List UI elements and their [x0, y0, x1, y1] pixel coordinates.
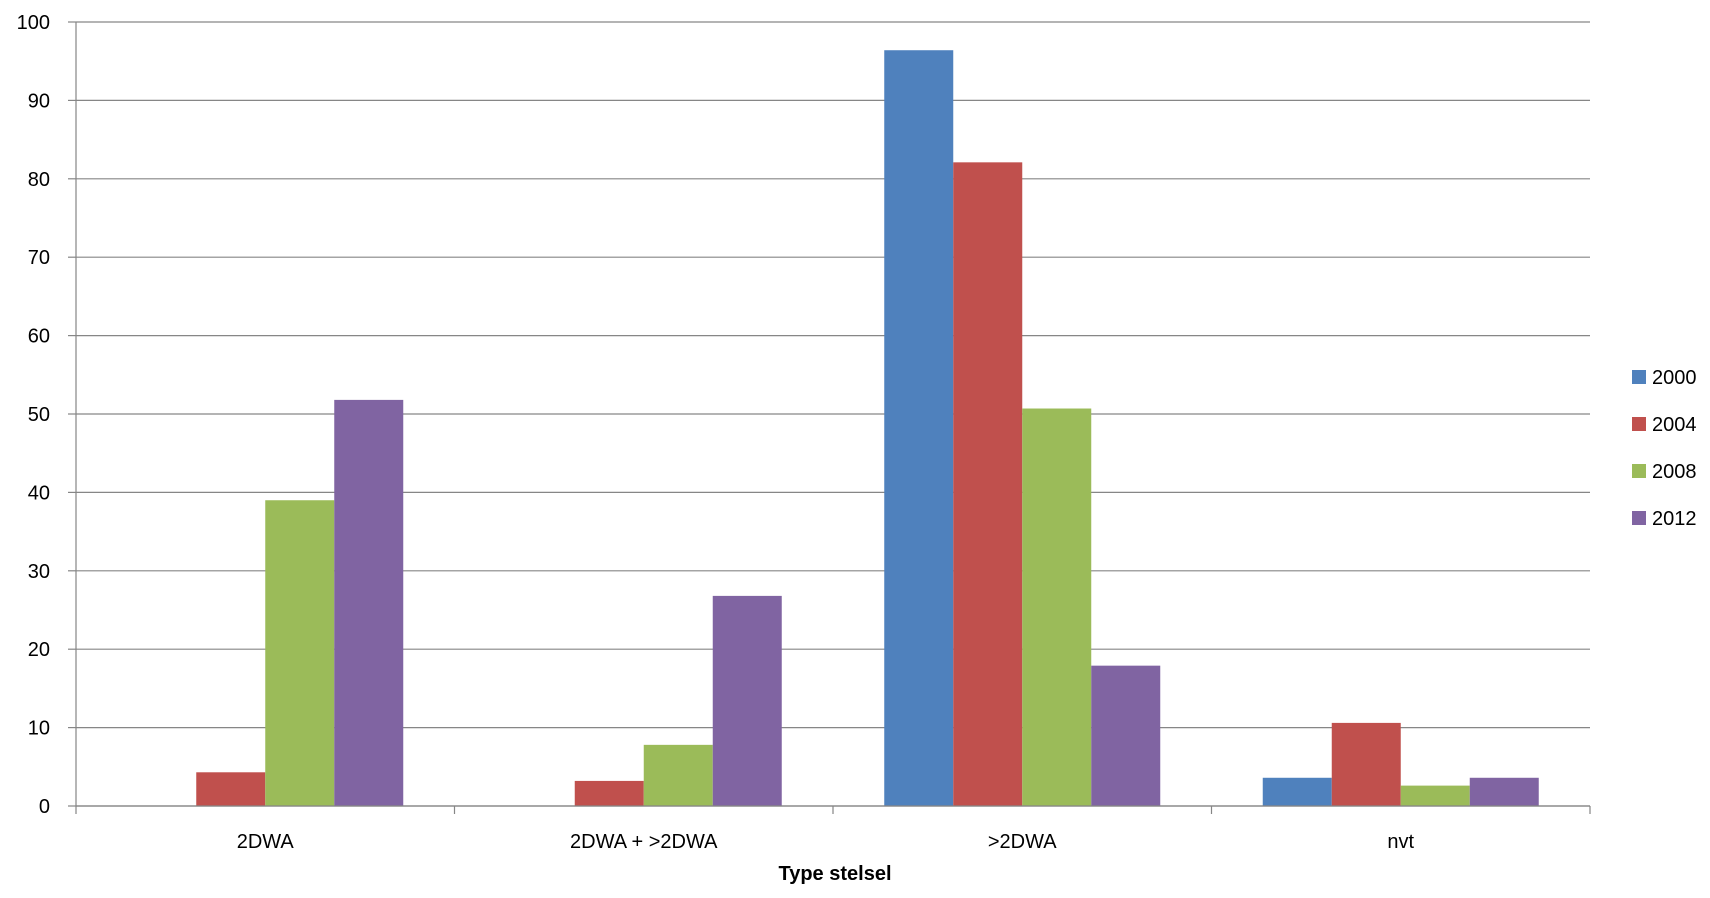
- legend-swatch-2000: [1632, 370, 1646, 384]
- legend-swatch-2008: [1632, 464, 1646, 478]
- legend: 2000 2004 2008 2012: [1632, 367, 1697, 530]
- y-tick-label: 30: [28, 561, 50, 583]
- bar-2004-0: [196, 772, 266, 806]
- x-tick-label: 2DWA: [237, 831, 295, 853]
- x-tick-label: 2DWA + >2DWA: [570, 831, 718, 853]
- bar-2012-1: [712, 595, 782, 806]
- bar-2008-3: [1400, 785, 1470, 806]
- legend-swatch-2012: [1632, 511, 1646, 525]
- bar-2012-2: [1091, 665, 1161, 806]
- bar-2004-3: [1331, 722, 1401, 806]
- bar-2012-3: [1469, 777, 1539, 806]
- y-axis-ticks: 0 10 20 30 40 50 60 70 80 90 100: [17, 12, 76, 818]
- y-tick-label: 40: [28, 482, 50, 504]
- bar-2000-3: [1262, 777, 1332, 806]
- legend-label-2000: 2000: [1652, 367, 1697, 389]
- bars: [196, 50, 1539, 806]
- legend-label-2012: 2012: [1652, 508, 1697, 530]
- bar-2000-2: [884, 50, 954, 806]
- x-axis-title: Type stelsel: [778, 863, 891, 885]
- bar-2004-1: [574, 780, 644, 806]
- bar-2008-2: [1022, 408, 1092, 806]
- y-tick-label: 80: [28, 169, 50, 191]
- x-tick-label: >2DWA: [988, 831, 1057, 853]
- bar-2008-0: [265, 500, 335, 806]
- y-tick-label: 10: [28, 718, 50, 740]
- y-tick-label: 50: [28, 404, 50, 426]
- legend-label-2004: 2004: [1652, 414, 1697, 436]
- legend-swatch-2004: [1632, 417, 1646, 431]
- legend-label-2008: 2008: [1652, 461, 1697, 483]
- y-tick-label: 90: [28, 90, 50, 112]
- y-tick-label: 100: [17, 12, 50, 34]
- y-tick-label: 60: [28, 326, 50, 348]
- y-tick-label: 20: [28, 639, 50, 661]
- bar-2012-0: [334, 399, 404, 806]
- x-tick-label: nvt: [1387, 831, 1414, 853]
- y-tick-label: 70: [28, 247, 50, 269]
- bar-2004-2: [953, 162, 1023, 806]
- y-tick-label: 0: [39, 796, 50, 818]
- x-axis-ticks: 2DWA 2DWA + >2DWA >2DWA nvt: [75, 806, 1591, 853]
- bar-2008-1: [643, 744, 713, 806]
